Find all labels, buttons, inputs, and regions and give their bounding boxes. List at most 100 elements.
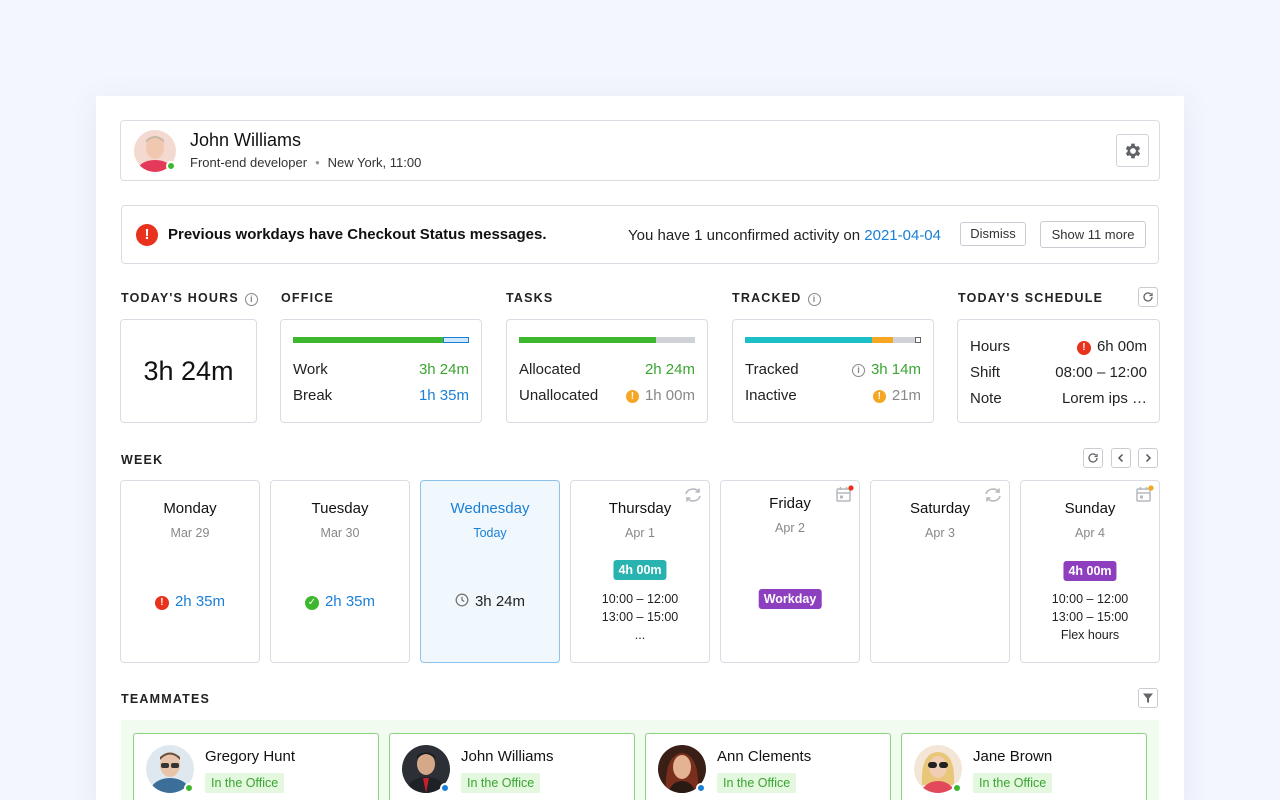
user-avatar[interactable]: [134, 130, 176, 172]
tracked-label: Tracked: [745, 361, 799, 378]
office-break-value: 1h 35m: [418, 387, 469, 404]
warning-icon: !: [625, 390, 639, 403]
online-status-dot: [184, 783, 194, 793]
day-date: Mar 30: [320, 526, 360, 540]
inactive-fill: [872, 337, 893, 343]
show-more-button[interactable]: Show 11 more: [1040, 221, 1146, 248]
inactive-row: ! 21m: [872, 387, 921, 404]
day-name: Monday: [163, 500, 217, 517]
teammate-card[interactable]: Jane Brown In the Office: [901, 733, 1147, 800]
office-work-label: Work: [293, 361, 328, 378]
tasks-allocated-label: Allocated: [519, 361, 581, 378]
schedule-shift-value: 08:00 – 12:00: [1055, 364, 1147, 381]
schedule-lines: 10:00 – 12:00 13:00 – 15:00 ...: [571, 590, 709, 644]
day-date: Today: [473, 526, 507, 540]
dismiss-button[interactable]: Dismiss: [960, 222, 1026, 246]
day-date: Mar 29: [170, 526, 210, 540]
day-card-monday[interactable]: Monday Mar 29 ! 2h 35m: [120, 480, 260, 663]
tracked-bar: [745, 337, 921, 343]
teammate-card[interactable]: John Williams In the Office: [389, 733, 635, 800]
error-icon: !: [154, 596, 169, 610]
teammates-filter-button[interactable]: [1138, 688, 1158, 708]
chevron-left-icon: [1117, 453, 1124, 463]
settings-button[interactable]: [1116, 134, 1149, 167]
tracked-fill: [745, 337, 872, 343]
day-name: Thursday: [608, 500, 672, 517]
day-card-sunday[interactable]: Sunday Apr 4 4h 00m 10:00 – 12:00 13:00 …: [1020, 480, 1160, 663]
status-badge: In the Office: [973, 773, 1053, 793]
day-hours-value: 2h 35m: [324, 593, 376, 610]
refresh-icon: [1088, 453, 1098, 463]
schedule-line: 10:00 – 12:00: [1051, 592, 1129, 606]
teammates-heading: TEAMMATES: [121, 692, 211, 706]
schedule-lines: 10:00 – 12:00 13:00 – 15:00 Flex hours: [1021, 590, 1159, 644]
dashboard-panel: John Williams Front-end developer • New Yo…: [96, 96, 1184, 800]
office-card: Work 3h 24m Break 1h 35m: [280, 319, 482, 423]
tracked-card: Tracked i 3h 14m Inactive ! 21m: [732, 319, 934, 423]
check-icon: ✓: [304, 596, 319, 610]
day-hours: 3h 24m: [421, 593, 559, 610]
day-name: Tuesday: [311, 500, 369, 517]
schedule-hours-row: ! 6h 00m: [1076, 338, 1147, 355]
schedule-refresh-button[interactable]: [1138, 287, 1158, 307]
clock-icon: [455, 593, 469, 607]
status-dot: [696, 783, 706, 793]
day-card-tuesday[interactable]: Tuesday Mar 30 ✓ 2h 35m: [270, 480, 410, 663]
day-hours: ✓ 2h 35m: [271, 593, 409, 610]
todays-hours-heading: TODAY'S HOURS i: [121, 291, 258, 306]
week-heading: WEEK: [121, 453, 164, 467]
info-icon[interactable]: i: [851, 364, 865, 377]
schedule-note-value: Lorem ips …: [1061, 390, 1147, 407]
tasks-allocated-value: 2h 24m: [644, 361, 695, 378]
day-card-thursday[interactable]: Thursday Apr 1 4h 00m 10:00 – 12:00 13:0…: [570, 480, 710, 663]
office-break-fill: [443, 337, 469, 343]
day-card-wednesday[interactable]: Wednesday Today 3h 24m: [420, 480, 560, 663]
day-hours: ! 2h 35m: [121, 593, 259, 610]
week-prev-button[interactable]: [1111, 448, 1131, 468]
week-next-button[interactable]: [1138, 448, 1158, 468]
bar-end-marker: [915, 337, 921, 343]
alert-error-icon: !: [136, 224, 158, 246]
info-icon[interactable]: i: [807, 293, 821, 306]
day-date: Apr 4: [1075, 526, 1105, 540]
user-meta: Front-end developer • New York, 11:00: [190, 155, 421, 170]
schedule-note-label: Note: [970, 390, 1002, 407]
tasks-allocated-fill: [519, 337, 656, 343]
office-work-fill: [293, 337, 443, 343]
tasks-unallocated-value: 1h 00m: [644, 387, 695, 404]
office-bar: [293, 337, 469, 343]
calendar-icon: [836, 485, 854, 502]
chevron-right-icon: [1145, 453, 1152, 463]
office-heading: OFFICE: [281, 291, 335, 305]
day-card-friday[interactable]: Friday Apr 2 Workday: [720, 480, 860, 663]
todays-hours-card: 3h 24m: [120, 319, 257, 423]
meta-separator: •: [315, 155, 320, 170]
day-date: Apr 2: [775, 521, 805, 535]
alert-activity-date-link[interactable]: 2021-04-04: [864, 227, 941, 244]
tracked-label: TRACKED: [732, 291, 802, 305]
day-name: Wednesday: [450, 500, 530, 517]
week-refresh-button[interactable]: [1083, 448, 1103, 468]
schedule-card: Hours ! 6h 00m Shift 08:00 – 12:00 Note L…: [957, 319, 1160, 423]
teammate-name: John Williams: [461, 748, 554, 765]
inactive-value: 21m: [891, 387, 921, 404]
teammate-card[interactable]: Gregory Hunt In the Office: [133, 733, 379, 800]
alert-activity-text: You have 1 unconfirmed activity on: [628, 227, 861, 244]
day-hours-value: 3h 24m: [474, 593, 526, 610]
day-name: Friday: [769, 495, 811, 512]
teammate-card[interactable]: Ann Clements In the Office: [645, 733, 891, 800]
sync-icon: [685, 488, 701, 502]
tasks-bar: [519, 337, 695, 343]
office-break-label: Break: [293, 387, 333, 404]
schedule-line: 13:00 – 15:00: [601, 610, 679, 624]
day-card-saturday[interactable]: Saturday Apr 3: [870, 480, 1010, 663]
tracked-value: 3h 14m: [870, 361, 921, 378]
alert-message: Previous workdays have Checkout Status m…: [168, 226, 547, 243]
schedule-hours-pill: 4h 00m: [613, 560, 667, 580]
office-work-value: 3h 24m: [418, 361, 469, 378]
schedule-line: 10:00 – 12:00: [601, 592, 679, 606]
info-icon[interactable]: i: [244, 293, 258, 306]
status-badge: In the Office: [717, 773, 797, 793]
user-header-card: John Williams Front-end developer • New Yo…: [120, 120, 1160, 181]
day-date: Apr 1: [625, 526, 655, 540]
